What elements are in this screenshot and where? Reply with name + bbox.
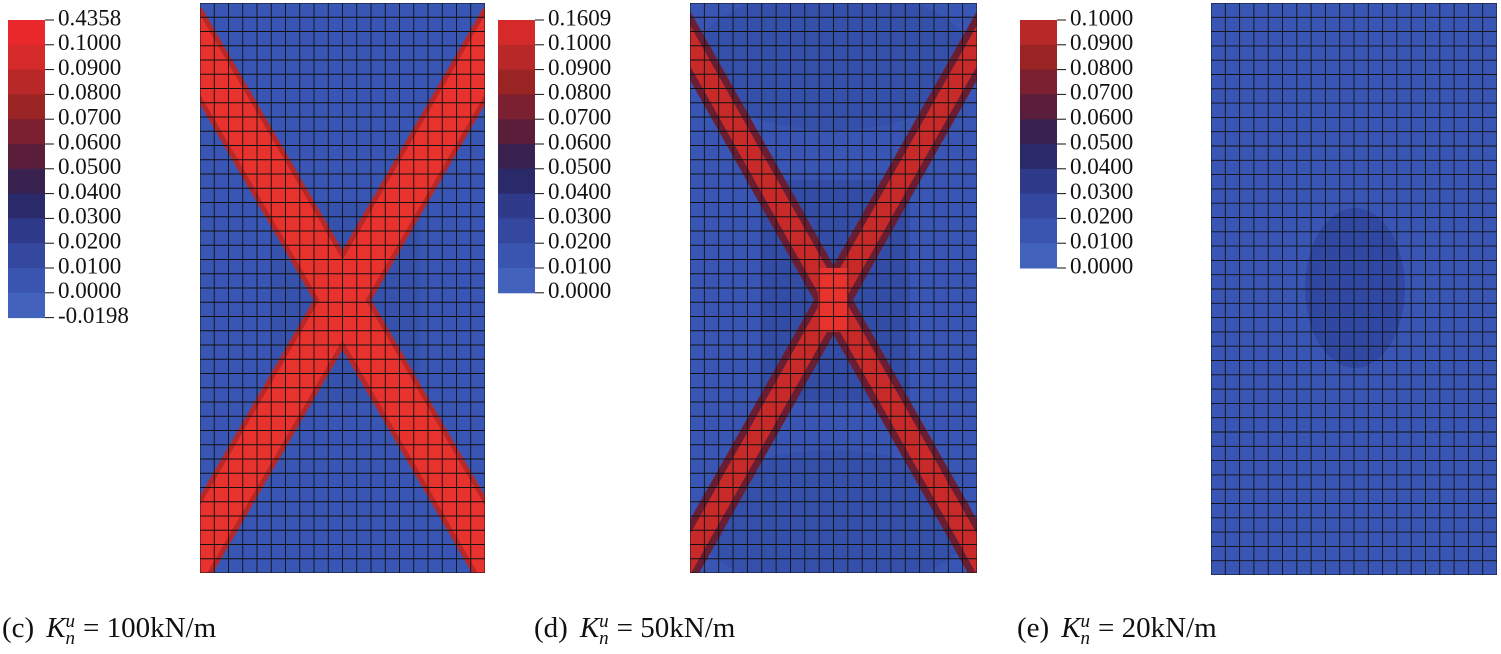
legend-band: [498, 69, 535, 95]
legend-band: [498, 119, 535, 145]
legend-label: 0.1000: [1070, 5, 1133, 30]
legend-label: 0.0900: [548, 55, 611, 80]
legend-label: 0.0000: [1070, 253, 1133, 278]
legend-band: [1020, 20, 1057, 46]
contour-plate: [690, 3, 977, 573]
legend-label: 0.0800: [1070, 55, 1133, 80]
legend-label: 0.0100: [548, 253, 611, 278]
caption-equation: = 20kN/m: [1098, 612, 1217, 644]
legend-label: 0.0300: [58, 204, 121, 229]
legend-band: [498, 218, 535, 244]
caption-equation: = 50kN/m: [616, 612, 736, 644]
legend-label: 0.0000: [58, 278, 121, 303]
caption-label: (d): [534, 612, 568, 644]
legend-band: [498, 94, 535, 120]
legend-band: [8, 69, 45, 95]
caption-superscript: u: [599, 611, 609, 633]
legend-band: [1020, 44, 1057, 71]
contour-plate: [200, 3, 485, 573]
legend-band: [1020, 69, 1057, 95]
legend-label: 0.0600: [548, 129, 611, 154]
legend-label: 0.0600: [1070, 104, 1133, 129]
caption-symbol: K: [46, 612, 66, 644]
caption-superscript: u: [65, 611, 76, 633]
caption-symbol: K: [579, 612, 600, 644]
legend-label: 0.0200: [58, 228, 121, 253]
legend-band: [498, 20, 535, 46]
caption-symbol: K: [1061, 612, 1081, 644]
legend-band: [8, 44, 45, 71]
legend-band: [1020, 168, 1057, 195]
legend-band: [8, 94, 45, 120]
legend-label: 0.0200: [1070, 204, 1133, 229]
contour-plate: [1211, 3, 1497, 575]
legend-band: [8, 20, 45, 46]
legend-band: [8, 168, 45, 195]
legend-label: 0.1000: [548, 30, 611, 55]
legend-label: 0.4358: [58, 5, 121, 30]
legend-label: 0.0700: [58, 104, 121, 129]
legend-band: [498, 268, 535, 294]
legend-label: 0.0100: [1070, 228, 1133, 253]
legend-band: [498, 44, 535, 71]
legend-band: [8, 243, 45, 269]
legend-band: [8, 193, 45, 219]
legend-label: 0.0200: [548, 228, 611, 253]
caption-label: (e): [1017, 612, 1050, 644]
legend-band: [8, 119, 45, 145]
legend-label: 0.0400: [548, 179, 611, 204]
legend-label: 0.0800: [58, 80, 121, 105]
caption-subscript: n: [1080, 628, 1091, 650]
legend-band: [1020, 193, 1057, 219]
legend-band: [498, 193, 535, 219]
legend-label: 0.0500: [1070, 129, 1133, 154]
legend-label: 0.0500: [58, 154, 121, 179]
legend-label: -0.0198: [58, 303, 129, 328]
caption-superscript: u: [1080, 611, 1091, 633]
legend-band: [1020, 94, 1057, 120]
caption-label: (c): [2, 612, 35, 644]
legend-band: [1020, 144, 1057, 170]
legend-label: 0.0300: [548, 204, 611, 229]
legend-label: 0.0400: [58, 179, 121, 204]
legend-label: 0.0600: [58, 129, 121, 154]
caption-subscript: n: [65, 628, 76, 650]
legend-band: [8, 292, 45, 319]
legend-label: 0.0100: [58, 253, 121, 278]
legend-band: [8, 144, 45, 170]
legend-band: [1020, 218, 1057, 244]
legend-band: [1020, 243, 1057, 269]
legend-band: [498, 243, 535, 269]
legend-label: 0.1609: [548, 5, 611, 30]
caption-subscript: n: [599, 628, 609, 650]
legend-label: 0.0000: [548, 278, 611, 303]
legend-label: 0.1000: [58, 30, 121, 55]
legend-label: 0.0700: [1070, 80, 1133, 105]
legend-label: 0.0800: [548, 80, 611, 105]
legend-label: 0.0500: [548, 154, 611, 179]
legend-band: [498, 144, 535, 170]
caption-equation: = 100kN/m: [83, 612, 217, 644]
legend-band: [8, 268, 45, 294]
legend-band: [8, 218, 45, 244]
legend-label: 0.0300: [1070, 179, 1133, 204]
legend-label: 0.0700: [548, 104, 611, 129]
legend-band: [1020, 119, 1057, 145]
legend-band: [498, 168, 535, 195]
legend-label: 0.0900: [58, 55, 121, 80]
legend-label: 0.0900: [1070, 30, 1133, 55]
legend-label: 0.0400: [1070, 154, 1133, 179]
